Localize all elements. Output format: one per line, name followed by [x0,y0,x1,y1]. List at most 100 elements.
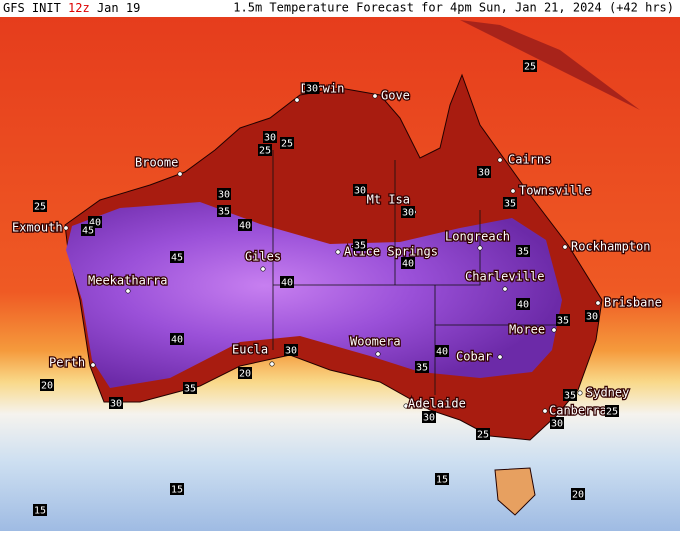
state-borders [272,150,570,395]
city-dot [502,286,508,292]
contour-label: 40 [281,278,293,289]
city-label: Sydney [586,386,629,400]
city-dot [90,362,96,368]
contour-label-box [571,488,585,500]
contour-label: 30 [218,190,230,201]
contour-label: 35 [504,199,516,210]
contour-label: 30 [285,346,297,357]
contour-label-box [33,200,47,212]
contour-label: 35 [218,207,230,218]
header-title: 1.5m Temperature Forecast for 4pm Sun, J… [233,1,674,15]
contour-label-box [556,314,570,326]
contour-label: 30 [110,399,122,410]
contour-label-box [523,60,537,72]
contour-label-box [238,367,252,379]
contour-label: 35 [184,384,196,395]
contour-label: 45 [82,226,94,237]
contour-label-box [280,276,294,288]
contour-label-box [109,397,123,409]
contour-label-box [280,137,294,149]
contour-label: 25 [477,430,489,441]
contour-label: 30 [551,419,563,430]
contour-label-box [435,473,449,485]
contour-label: 40 [171,335,183,346]
contour-label: 35 [517,247,529,258]
contour-label-box [605,405,619,417]
contour-label: 35 [564,391,576,402]
contour-label-box [33,504,47,516]
city-label: Cobar [456,350,492,364]
city-label: Canberra [549,404,607,418]
city-dot [335,249,341,255]
city-label: Longreach [445,230,510,244]
contour-label-box [435,345,449,357]
contour-label-box [284,344,298,356]
contour-label-box [353,239,367,251]
contour-label: 45 [171,253,183,264]
contour-label: 25 [606,407,618,418]
city-label: Gove [381,89,410,103]
contour-label: 30 [306,84,318,95]
city-dot [269,361,275,367]
contour-label: 20 [41,381,53,392]
contour-label: 25 [524,62,536,73]
contour-label: 30 [586,312,598,323]
contour-label: 25 [259,146,271,157]
city-dot [372,93,378,99]
contour-label-box [81,224,95,236]
city-label: Meekatharra [88,274,167,288]
city-dot [497,157,503,163]
contour-label: 35 [354,241,366,252]
contour-label: 35 [557,316,569,327]
tasmania [494,467,536,516]
city-dot [260,266,266,272]
contour-label-box [550,417,564,429]
city-label: Woomera [350,335,401,349]
contour-label: 20 [239,369,251,380]
contour-label-box [585,310,599,322]
contour-label-box [516,298,530,310]
city-label: Moree [509,323,545,337]
city-dot [510,188,516,194]
contour-label: 15 [34,506,46,517]
city-label: Exmouth [12,221,63,235]
contour-label: 25 [34,202,46,213]
contour-label-box [415,361,429,373]
header-init: GFS INIT 12z Jan 19 [3,1,140,15]
contour-label: 40 [436,347,448,358]
contour-label: 20 [572,490,584,501]
contour-label-box [476,428,490,440]
contour-label-box [353,184,367,196]
city-label: Broome [135,156,178,170]
contour-label-box [40,379,54,391]
city-label: Mt Isa [367,193,410,207]
contour-label-box [422,411,436,423]
contour-label-box [258,144,272,156]
contour-label-box [170,333,184,345]
city-label: Townsville [519,184,591,198]
contour-label: 40 [402,259,414,270]
city-dot [177,171,183,177]
contour-label: 40 [517,300,529,311]
contour-label: 35 [416,363,428,374]
city-dot [477,245,483,251]
city-label: Cairns [508,153,551,167]
city-label: Adelaide [408,397,466,411]
city-label: Perth [49,356,85,370]
new-guinea [460,20,640,110]
city-dot [63,225,69,231]
contour-label-box [170,251,184,263]
contour-label-box [563,389,577,401]
city-label: Charleville [465,270,544,284]
contour-label-box [217,205,231,217]
city-dot [497,354,503,360]
city-dot [562,244,568,250]
contour-label: 30 [354,186,366,197]
contour-label: 30 [478,168,490,179]
city-label: Brisbane [604,296,662,310]
city-dot [375,351,381,357]
city-label: Eucla [232,343,268,357]
contour-label-box [217,188,231,200]
contour-label: 30 [423,413,435,424]
extreme-heat-area [66,202,562,388]
